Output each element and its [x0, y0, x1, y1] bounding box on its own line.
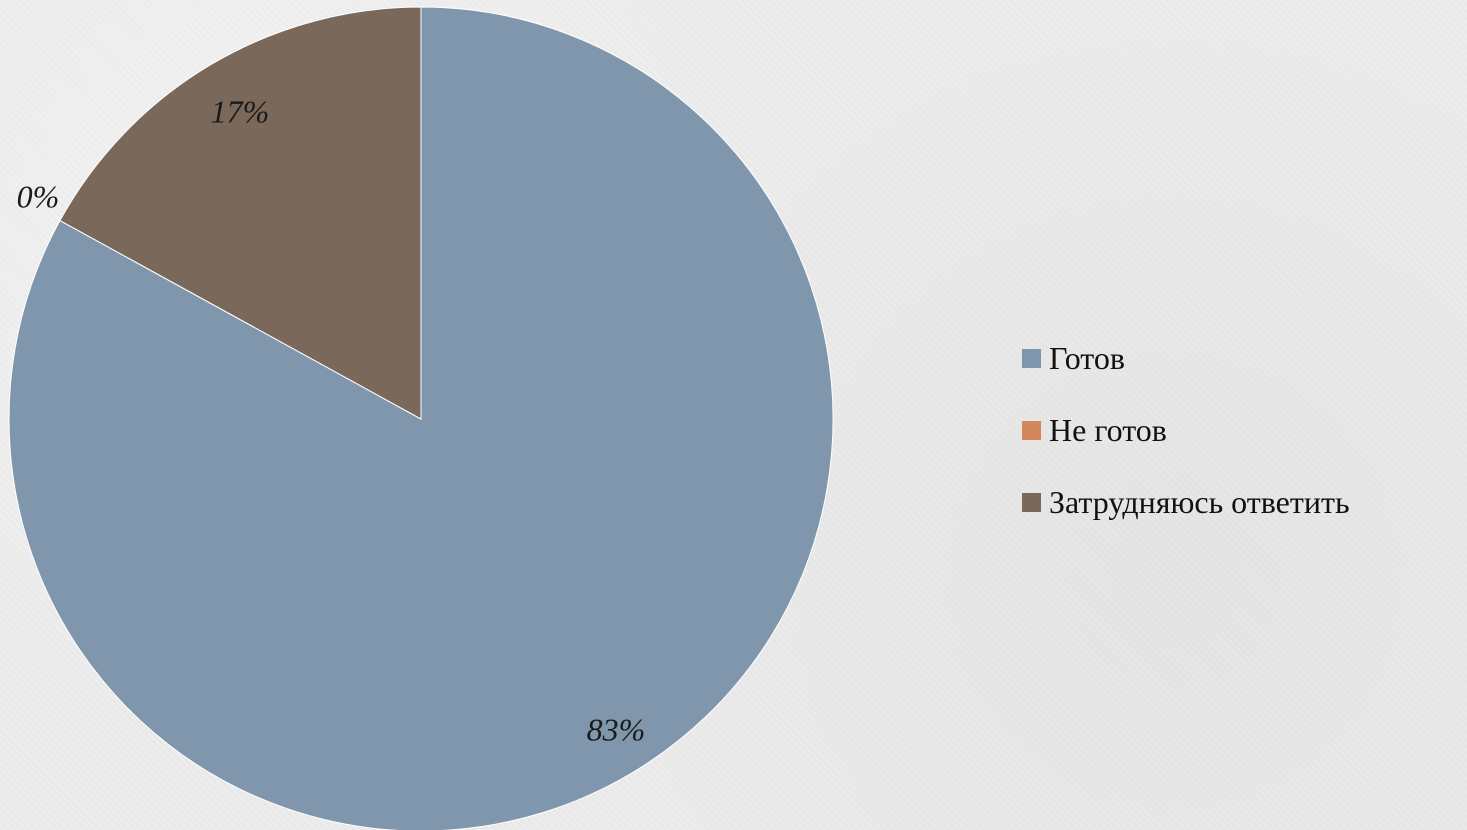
data-label-ready: 83%: [587, 711, 646, 747]
legend-swatch-ready: [1022, 348, 1041, 368]
pie-slice-ready: [8, 6, 834, 830]
legend-item-not-ready: Не готов: [1022, 412, 1350, 448]
legend-label-undecided: Затрудняюсь ответить: [1049, 483, 1350, 520]
legend-label-not-ready: Не готов: [1049, 411, 1167, 448]
legend-swatch-undecided: [1022, 492, 1041, 512]
chart-legend: Готов Не готов Затрудняюсь ответить: [1022, 340, 1350, 556]
legend-item-undecided: Затрудняюсь ответить: [1022, 484, 1350, 520]
legend-item-ready: Готов: [1022, 340, 1350, 376]
legend-label-ready: Готов: [1049, 339, 1125, 376]
pie-slice-undecided: [59, 6, 422, 420]
legend-swatch-not-ready: [1022, 420, 1041, 440]
data-label-undecided: 17%: [211, 93, 270, 129]
data-label-not-ready: 0%: [17, 178, 60, 214]
pie-data-labels: 83% 0% 17%: [17, 93, 646, 747]
pie-slices: [8, 6, 834, 830]
